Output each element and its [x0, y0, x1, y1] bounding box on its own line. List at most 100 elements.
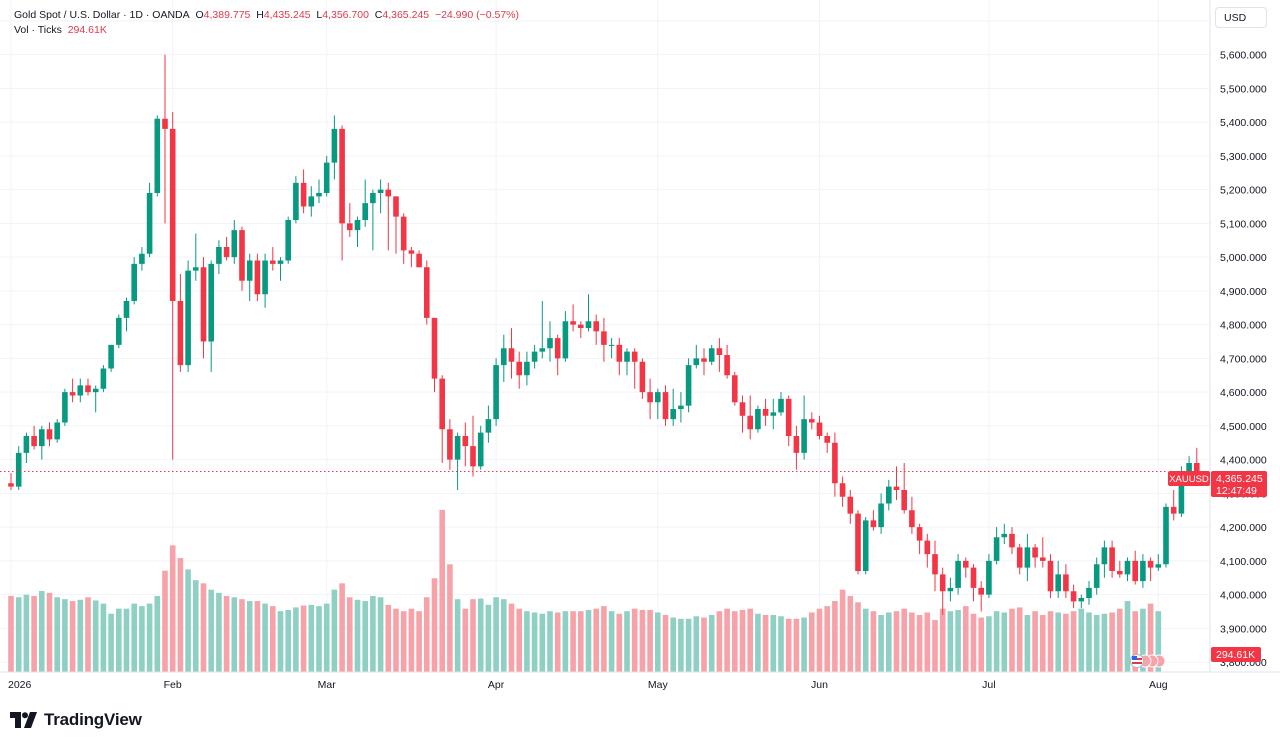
candle: [31, 425, 37, 450]
volume-label[interactable]: Vol · Ticks: [14, 24, 62, 36]
candle-body: [200, 267, 207, 342]
candle: [193, 233, 199, 281]
candle: [85, 378, 91, 396]
candle: [655, 388, 661, 420]
candle: [785, 395, 792, 447]
candle: [408, 247, 415, 268]
candle-body: [585, 321, 592, 328]
volume-bar: [955, 609, 961, 672]
brand-logo[interactable]: TradingView: [10, 709, 142, 731]
candle-body: [331, 128, 338, 163]
candle: [39, 425, 45, 460]
candle-body: [1078, 598, 1085, 602]
candle-body: [1047, 560, 1054, 592]
candle: [955, 554, 961, 595]
candle-body: [793, 436, 800, 453]
volume-bar: [724, 608, 730, 672]
volume-bar: [508, 603, 515, 672]
y-tick-label: 5,300.000: [1220, 151, 1267, 163]
candle-body: [770, 412, 777, 416]
volume-bar: [547, 611, 553, 672]
price-axis[interactable]: 5,700.0005,600.0005,500.0005,400.0005,30…: [1220, 16, 1267, 669]
candle: [1063, 564, 1069, 598]
volume-bar: [477, 598, 484, 672]
candle-body: [986, 560, 992, 595]
volume-bar: [293, 607, 299, 672]
candle: [678, 392, 684, 423]
symbol-title[interactable]: Gold Spot / U.S. Dollar · 1D · OANDA: [14, 9, 190, 21]
x-tick-label: Aug: [1149, 679, 1168, 691]
candle: [285, 216, 291, 264]
volume-bar: [108, 613, 114, 672]
candle-body: [470, 446, 476, 467]
candle-body: [593, 321, 599, 332]
candle-body: [716, 348, 723, 355]
candle: [724, 344, 730, 379]
candle: [670, 388, 676, 426]
volume-bar: [439, 509, 445, 672]
volume-bar: [886, 612, 892, 672]
candle: [54, 419, 60, 443]
candle: [916, 523, 923, 555]
candle-body: [131, 263, 137, 301]
candle: [300, 169, 307, 214]
volume-bar: [177, 558, 184, 672]
candle-body: [901, 490, 907, 511]
candle: [970, 564, 977, 602]
candle-body: [1086, 587, 1092, 598]
candle-body: [1132, 560, 1138, 582]
volume-bar: [339, 583, 345, 672]
candle: [1117, 560, 1123, 578]
candle-body: [932, 554, 938, 575]
volume-bar: [524, 611, 530, 672]
volume-bar: [377, 597, 384, 672]
volume-bar: [585, 609, 592, 672]
us-flag-canton: [1132, 656, 1137, 660]
candle: [254, 253, 261, 301]
volume-bar: [608, 611, 615, 672]
volume-bar: [100, 603, 107, 672]
candle: [139, 247, 145, 271]
candle-body: [855, 513, 861, 571]
candle: [531, 344, 538, 369]
candle: [631, 348, 638, 389]
volume-bar: [924, 612, 931, 672]
candle-body: [886, 486, 892, 504]
volume-bar: [200, 583, 207, 672]
candle: [524, 351, 530, 386]
candle-body: [678, 405, 684, 409]
candle-body: [1147, 560, 1154, 568]
open-label: O: [195, 9, 204, 21]
candle: [978, 581, 984, 612]
candle-body: [424, 267, 430, 318]
candle-body: [670, 409, 676, 420]
candle: [747, 395, 753, 440]
candle: [208, 260, 214, 372]
volume-bars: [8, 509, 1162, 672]
candle: [601, 317, 607, 362]
candle-body: [916, 527, 923, 541]
candle-body: [693, 358, 700, 366]
volume-bar: [8, 596, 14, 672]
candle: [816, 415, 823, 440]
candle-body: [608, 344, 615, 346]
volume-bar: [239, 599, 245, 672]
candle-body: [947, 587, 954, 592]
event-markers[interactable]: [1130, 654, 1166, 668]
candle-body: [963, 560, 969, 568]
time-axis[interactable]: 2026 Feb Mar Apr May Jun Jul Aug: [8, 679, 1168, 691]
candle: [116, 314, 122, 349]
high-label: H: [256, 9, 264, 21]
candle: [216, 240, 222, 274]
volume-bar: [978, 617, 984, 672]
candle: [732, 371, 738, 406]
candle: [431, 317, 438, 393]
volume-bar: [693, 616, 700, 672]
volume-bar: [270, 606, 276, 672]
candle: [331, 115, 338, 180]
candle: [470, 415, 476, 477]
candle: [154, 115, 161, 197]
currency-selector[interactable]: USD: [1215, 7, 1267, 28]
volume-bar: [762, 615, 769, 672]
